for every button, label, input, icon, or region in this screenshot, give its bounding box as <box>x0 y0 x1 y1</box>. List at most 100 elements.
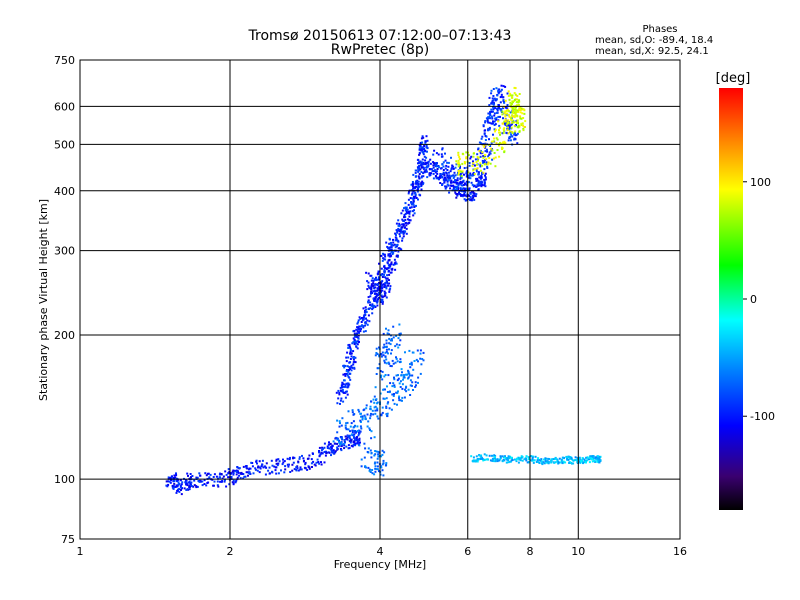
data-point <box>393 258 396 261</box>
data-point <box>480 183 483 186</box>
data-point <box>485 161 488 164</box>
data-point <box>348 366 351 369</box>
data-point <box>508 114 511 117</box>
data-point <box>351 431 354 434</box>
data-point <box>369 429 371 431</box>
data-point <box>360 465 363 468</box>
data-point <box>520 124 523 126</box>
data-point <box>371 472 374 475</box>
data-point <box>445 164 448 167</box>
data-point <box>447 176 450 179</box>
data-point <box>373 300 376 302</box>
data-point <box>350 433 353 436</box>
data-point <box>381 300 384 303</box>
data-point <box>376 401 379 404</box>
data-point <box>228 483 231 486</box>
data-point <box>382 354 385 357</box>
data-point <box>388 254 391 256</box>
data-point <box>393 385 396 388</box>
data-point <box>179 486 182 489</box>
data-point <box>506 119 508 122</box>
data-point <box>336 431 339 434</box>
data-point <box>506 108 509 111</box>
data-point <box>421 158 424 161</box>
data-point <box>376 409 379 412</box>
x-tick-label: 8 <box>527 545 534 558</box>
data-point <box>341 443 344 446</box>
data-point <box>503 151 506 154</box>
data-point <box>328 451 331 454</box>
data-point <box>506 121 509 124</box>
data-point <box>261 459 264 462</box>
data-point <box>567 458 570 461</box>
data-point <box>353 340 356 343</box>
data-point <box>541 463 544 466</box>
data-point <box>458 158 461 160</box>
data-point <box>342 364 345 367</box>
data-point <box>396 243 399 246</box>
data-point <box>459 187 462 190</box>
data-point <box>337 445 340 448</box>
data-point <box>592 455 595 458</box>
data-point <box>473 173 476 176</box>
data-point <box>387 267 390 269</box>
data-point <box>425 144 428 147</box>
data-point <box>331 445 334 448</box>
data-point <box>489 145 492 147</box>
data-point <box>390 338 393 340</box>
data-point <box>383 343 386 346</box>
data-point <box>506 112 509 115</box>
data-point <box>369 274 372 277</box>
data-point <box>467 154 470 157</box>
data-point <box>275 458 278 461</box>
data-point <box>505 113 508 116</box>
data-point <box>474 167 477 170</box>
data-point <box>504 99 507 102</box>
data-point <box>328 447 331 450</box>
data-point <box>196 476 199 479</box>
data-point <box>459 166 461 169</box>
data-point <box>562 460 565 463</box>
data-point <box>369 449 372 452</box>
data-point <box>338 393 341 396</box>
data-point <box>352 337 355 340</box>
data-point <box>340 449 343 452</box>
data-point <box>391 250 394 253</box>
data-point <box>420 175 423 178</box>
data-point <box>484 159 487 162</box>
data-point <box>494 117 497 120</box>
data-point <box>357 408 360 411</box>
data-point <box>346 365 349 368</box>
data-point <box>261 463 264 466</box>
data-point <box>398 222 401 225</box>
data-point <box>351 409 354 412</box>
data-point <box>500 84 503 87</box>
data-point <box>488 138 490 141</box>
data-point <box>397 227 400 230</box>
data-point <box>500 109 503 112</box>
data-point <box>395 229 398 232</box>
data-point <box>346 386 349 389</box>
data-point <box>456 181 459 184</box>
data-point <box>472 155 475 158</box>
data-point <box>454 191 457 194</box>
data-point <box>356 326 359 329</box>
data-point <box>510 118 513 121</box>
data-point <box>370 279 373 282</box>
data-point <box>339 386 342 389</box>
data-point <box>536 459 539 462</box>
data-point <box>304 463 307 466</box>
data-point <box>497 91 500 94</box>
data-point <box>360 415 362 418</box>
data-point <box>409 384 412 387</box>
data-point <box>400 231 403 234</box>
data-point <box>401 371 403 374</box>
data-point <box>484 129 487 132</box>
data-point <box>388 288 391 291</box>
data-point <box>346 438 349 441</box>
data-point <box>495 137 498 140</box>
data-point <box>228 470 231 473</box>
data-point <box>399 386 402 388</box>
data-point <box>369 414 372 417</box>
data-point <box>448 191 451 194</box>
